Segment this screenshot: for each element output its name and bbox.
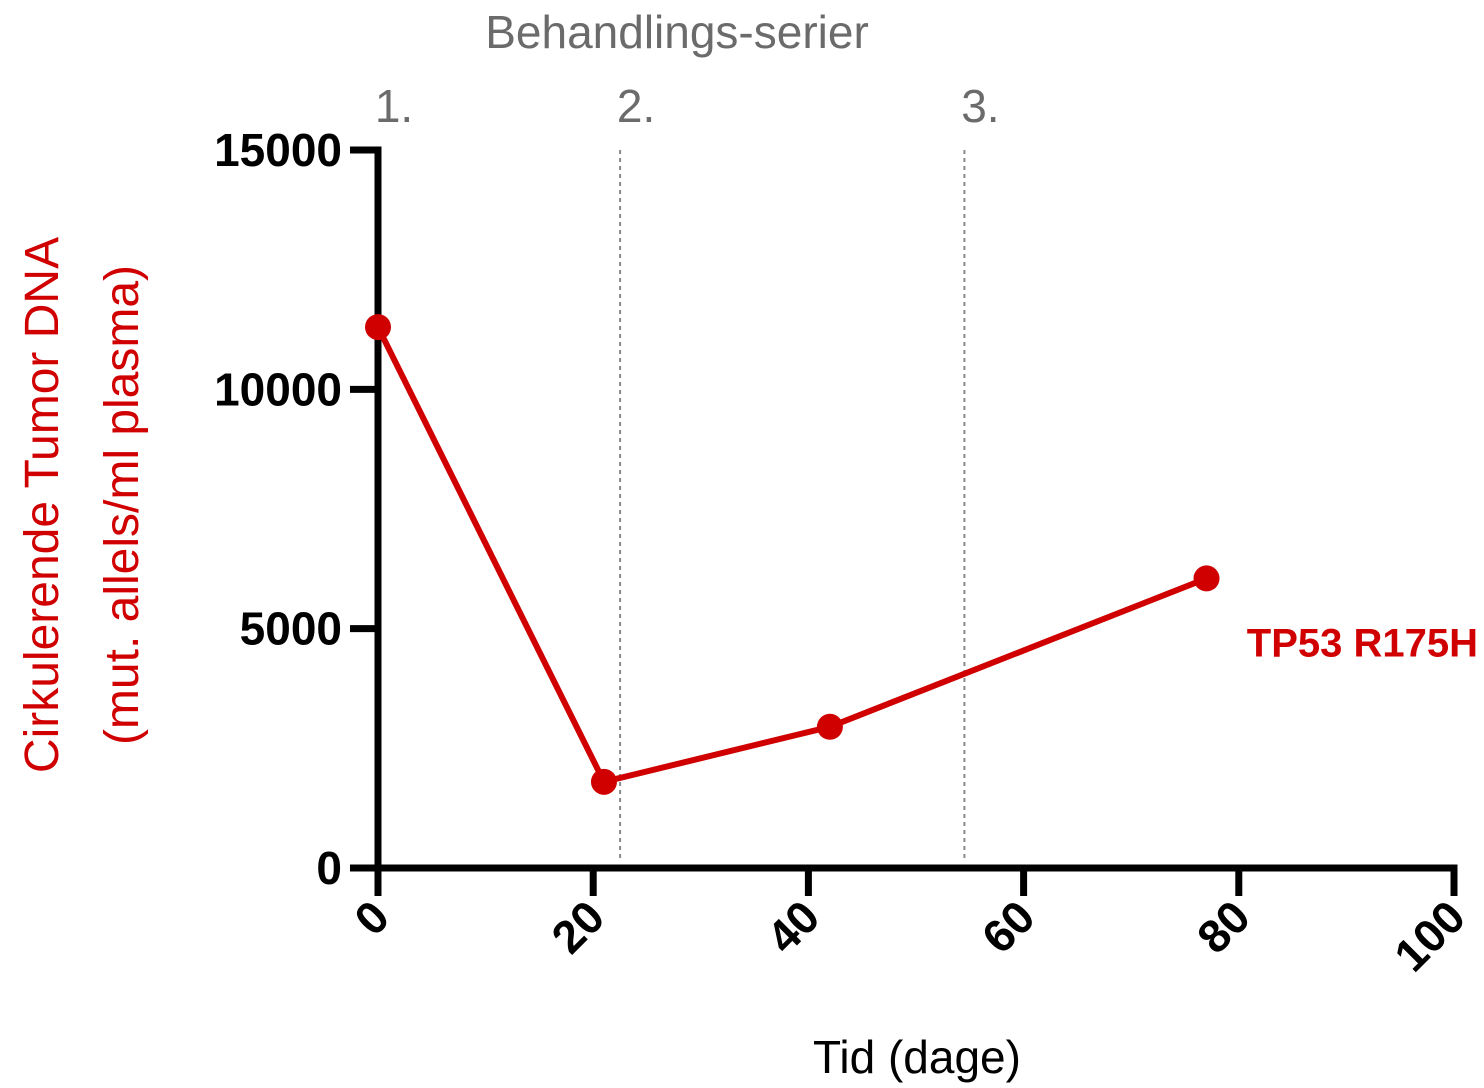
y-tick-label: 10000 — [214, 363, 342, 415]
x-tick-label: 0 — [344, 890, 399, 945]
y-axis-label-line2: (mut. allels/ml plasma) — [96, 265, 149, 745]
treatment-label: 2. — [617, 80, 655, 132]
axes — [374, 146, 1458, 872]
x-tick-label: 80 — [1187, 890, 1260, 963]
data-point — [1193, 565, 1220, 592]
chart-title: Behandlings-serier — [485, 6, 869, 58]
x-axis-label: Tid (dage) — [813, 1031, 1021, 1083]
treatment-label: 1. — [375, 80, 413, 132]
x-tick-label: 60 — [972, 890, 1045, 963]
data-point — [365, 314, 391, 341]
y-tick-label: 15000 — [214, 124, 342, 176]
data-point — [816, 713, 843, 740]
y-tick-label: 0 — [316, 842, 342, 894]
y-axis-label: Cirkulerende Tumor DNA (mut. allels/ml p… — [16, 237, 149, 773]
y-tick-label: 5000 — [240, 603, 342, 655]
x-ticks: 0 20 40 60 80 100 — [344, 868, 1475, 981]
treatment-markers: 1. 2. 3. — [375, 80, 1000, 858]
x-tick-label: 40 — [757, 890, 830, 963]
y-ticks: 0 5000 10000 15000 — [214, 124, 378, 894]
treatment-label: 3. — [961, 80, 999, 132]
y-axis-label-line1: Cirkulerende Tumor DNA — [16, 237, 69, 773]
series-group: TP53 R175H — [365, 314, 1478, 795]
series-line — [375, 325, 1208, 785]
data-point — [590, 768, 617, 795]
x-tick-label: 20 — [541, 890, 614, 963]
series-label: TP53 R175H — [1247, 621, 1478, 665]
x-tick-label: 100 — [1384, 890, 1475, 981]
